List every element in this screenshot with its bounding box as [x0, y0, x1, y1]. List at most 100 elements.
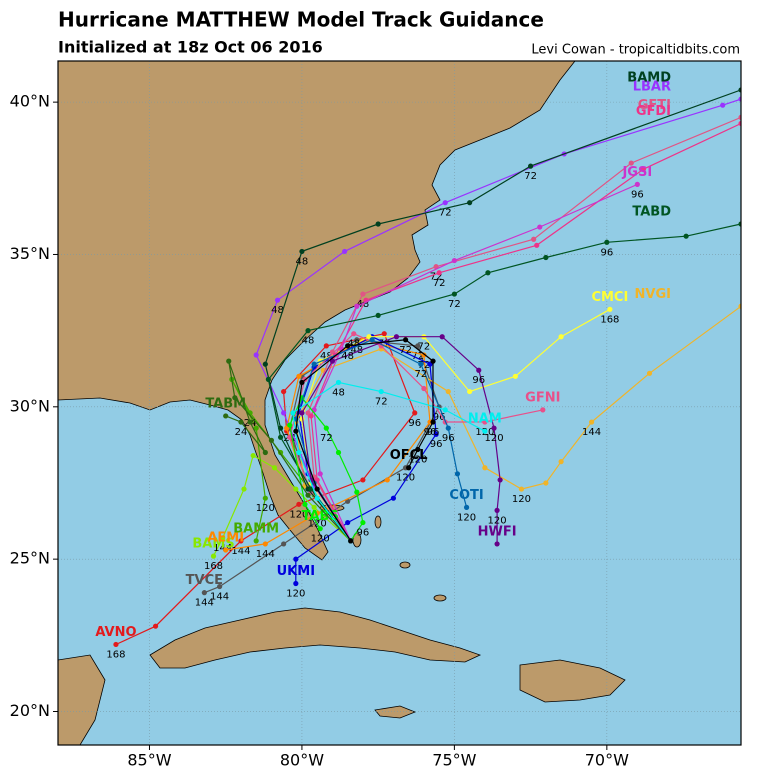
track-point — [351, 331, 357, 337]
y-tick-label: 20°N — [10, 701, 50, 720]
forecast-hour: 48 — [347, 339, 360, 350]
forecast-hour: 144 — [582, 427, 601, 438]
track-point — [375, 221, 381, 227]
forecast-hour: 120 — [408, 454, 427, 465]
track-point — [537, 224, 543, 230]
model-name: JGSI — [621, 165, 652, 180]
forecast-hour: 120 — [256, 503, 275, 514]
forecast-hour: 48 — [271, 305, 284, 316]
track-point — [296, 501, 302, 507]
track-point — [494, 507, 500, 513]
axes: 85°W 80°W 75°W 70°W 20°N 25°N 30°N 35°N 40°N — [10, 92, 629, 770]
forecast-hour: 120 — [488, 515, 507, 526]
track-point — [558, 459, 564, 465]
forecast-hour: 24 — [235, 427, 248, 438]
track-point — [646, 370, 653, 376]
track-point — [299, 248, 305, 255]
track-point — [274, 297, 281, 303]
track-point — [299, 379, 305, 386]
tracks: 487296120144168AVNO24487296120144144TVCE… — [95, 70, 741, 660]
model-name: OFCL — [390, 448, 428, 463]
x-tick-label: 80°W — [280, 751, 324, 769]
model-name: NAM — [468, 412, 502, 427]
cuba — [149, 607, 482, 669]
model-name: TABM — [205, 396, 246, 411]
track-point — [290, 410, 296, 416]
track-point — [445, 388, 451, 395]
track-point — [534, 242, 540, 248]
track-point — [314, 510, 320, 517]
track-point — [738, 114, 741, 120]
forecast-hour: 120 — [311, 534, 330, 545]
forecast-hour: 48 — [302, 336, 315, 347]
forecast-hour: 96 — [600, 247, 613, 258]
north-america — [58, 61, 576, 561]
model-name: LBAR — [633, 80, 671, 95]
track-point — [323, 343, 329, 349]
track-point — [311, 361, 317, 367]
track-point — [113, 641, 119, 648]
track-point — [293, 486, 299, 492]
track-point — [253, 425, 259, 431]
track-point — [345, 343, 351, 349]
x-tick-label: 70°W — [585, 751, 629, 769]
track-point — [683, 233, 689, 239]
track-point — [738, 96, 741, 102]
forecast-hour: 72 — [439, 208, 452, 219]
forecast-hour: 48 — [350, 345, 363, 356]
model-track: 24 TABM — [205, 358, 354, 544]
track-point — [467, 388, 473, 395]
track-point — [360, 477, 366, 483]
forecast-hour: 144 — [213, 543, 232, 554]
track-point — [640, 166, 647, 172]
forecast-hour: 120 — [484, 433, 503, 444]
jamaica — [374, 705, 417, 719]
model-track: 96 JGSI — [311, 165, 652, 544]
bahamas — [399, 561, 411, 569]
y-tick-label: 25°N — [10, 549, 50, 568]
forecast-hour: 72 — [411, 351, 424, 362]
model-name: GFNI — [525, 390, 560, 405]
map-area: 487296120144168AVNO24487296120144144TVCE… — [58, 61, 741, 745]
subtitle: Initialized at 18z Oct 06 2016 — [58, 38, 323, 57]
track-point — [381, 331, 387, 337]
model-name: CMCI — [591, 290, 628, 305]
model-name: HWFI — [478, 524, 517, 539]
track-point — [302, 501, 308, 507]
track-point — [384, 477, 390, 483]
track-point — [497, 477, 503, 483]
forecast-hour: 96 — [408, 418, 421, 429]
track-point — [271, 465, 278, 471]
forecast-hour: 120 — [512, 494, 531, 505]
track-point — [375, 312, 381, 319]
track-point — [485, 270, 491, 276]
track-point — [540, 407, 546, 413]
track-point — [354, 489, 360, 495]
track-line — [267, 223, 741, 542]
y-tick-label: 35°N — [10, 244, 50, 263]
track-point — [738, 303, 741, 309]
model-track: 120 144 NVGI — [293, 287, 741, 544]
track-line — [295, 339, 434, 542]
model-name: NVGI — [635, 287, 671, 302]
track-point — [588, 419, 595, 425]
track-point — [418, 361, 424, 367]
forecast-hour: 168 — [106, 649, 125, 660]
model-name: AEMI — [207, 531, 244, 546]
track-point — [491, 425, 497, 431]
track-point — [223, 413, 229, 419]
track-point — [412, 410, 418, 416]
track-point — [308, 413, 314, 419]
track-point — [543, 254, 549, 261]
forecast-hour: 72 — [448, 299, 461, 310]
track-point — [247, 419, 253, 425]
track-point — [281, 541, 287, 547]
track-point — [604, 239, 610, 245]
forecast-hour: 120 — [457, 512, 476, 523]
track-point — [518, 486, 525, 492]
track-point — [454, 471, 461, 477]
track-point — [512, 373, 518, 379]
